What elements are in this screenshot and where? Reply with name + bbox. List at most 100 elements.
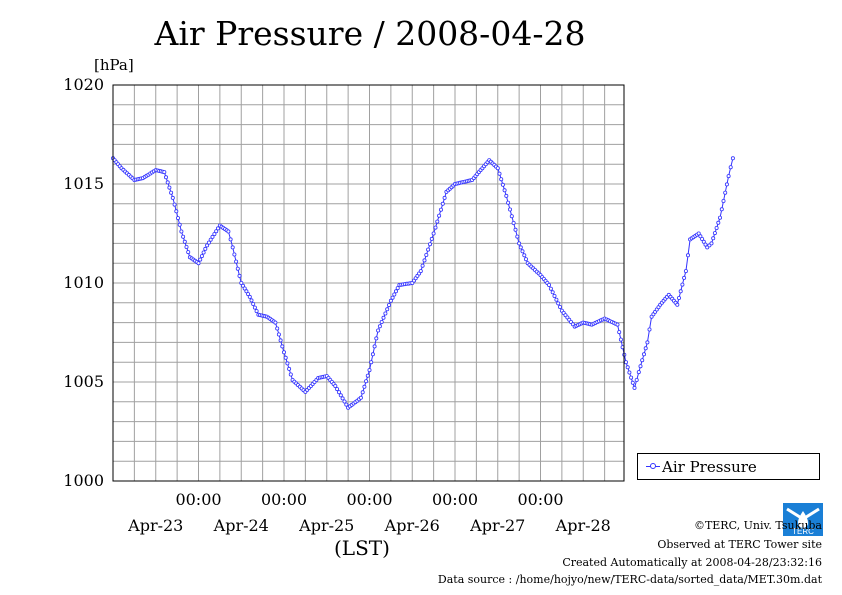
data-point xyxy=(507,207,512,212)
data-point xyxy=(723,190,728,195)
data-point xyxy=(500,182,505,187)
data-point xyxy=(249,298,254,303)
data-point xyxy=(376,328,381,333)
data-point xyxy=(210,234,215,239)
data-point xyxy=(208,237,213,242)
data-point xyxy=(234,259,239,264)
data-point xyxy=(506,200,511,205)
y-tick-label: 1020 xyxy=(63,75,104,94)
data-point xyxy=(252,305,257,310)
data-point xyxy=(696,231,701,236)
x-time-label: 00:00 xyxy=(346,490,393,509)
data-point xyxy=(167,185,172,190)
data-point xyxy=(719,207,724,212)
series-points-air-pressure xyxy=(111,156,735,410)
data-point xyxy=(342,399,347,404)
data-point xyxy=(615,322,620,327)
data-point xyxy=(495,166,500,171)
data-point xyxy=(714,225,719,230)
data-point xyxy=(730,156,735,161)
terc-logo-icon: TERC xyxy=(783,503,823,536)
legend-marker-swatch xyxy=(650,463,656,469)
data-point xyxy=(721,198,726,203)
data-point xyxy=(175,216,180,221)
data-point xyxy=(276,332,281,337)
data-point xyxy=(244,289,249,294)
data-point xyxy=(358,395,363,400)
data-point xyxy=(518,245,523,250)
data-point xyxy=(437,213,442,218)
data-point xyxy=(251,301,256,306)
data-point xyxy=(632,385,637,390)
data-point xyxy=(288,372,293,377)
data-point xyxy=(172,202,177,207)
data-point xyxy=(374,336,379,341)
data-point xyxy=(627,370,632,375)
data-point xyxy=(440,201,445,206)
data-point xyxy=(199,254,204,259)
data-point xyxy=(232,252,237,257)
y-tick-label: 1000 xyxy=(63,471,104,490)
x-date-label: Apr-23 xyxy=(128,516,184,535)
data-point xyxy=(377,324,382,329)
x-time-label: 00:00 xyxy=(260,490,308,509)
data-point xyxy=(682,275,687,280)
data-point xyxy=(383,311,388,316)
data-point xyxy=(170,195,175,200)
chart-title: Air Pressure / 2008-04-28 xyxy=(154,14,586,53)
data-point xyxy=(703,242,708,247)
data-point xyxy=(181,234,186,239)
data-point xyxy=(165,180,170,185)
data-point xyxy=(552,293,557,298)
data-point xyxy=(230,245,235,250)
data-point xyxy=(442,195,447,200)
data-point xyxy=(372,344,377,349)
data-point xyxy=(369,360,374,365)
data-point xyxy=(365,373,370,378)
data-point xyxy=(281,350,286,355)
grid-lines xyxy=(113,85,624,481)
data-point xyxy=(677,295,682,300)
data-point xyxy=(285,361,290,366)
data-point xyxy=(362,384,367,389)
data-point xyxy=(499,177,504,182)
data-point xyxy=(340,396,345,401)
data-point xyxy=(634,377,639,382)
legend: Air Pressure xyxy=(637,453,820,480)
data-point xyxy=(338,393,343,398)
data-point xyxy=(701,239,706,244)
data-point xyxy=(636,370,641,375)
data-point xyxy=(683,269,688,274)
data-point xyxy=(712,231,717,236)
data-point xyxy=(205,243,210,248)
data-point xyxy=(617,330,622,335)
data-point xyxy=(237,273,242,278)
footer-source: Data source : /home/hojyo/new/TERC-data/… xyxy=(437,573,822,586)
data-point xyxy=(214,229,219,234)
y-axis-unit: [hPa] xyxy=(94,56,134,74)
data-point xyxy=(184,244,189,249)
data-point xyxy=(235,266,240,271)
data-point xyxy=(550,290,555,295)
data-point xyxy=(177,222,182,227)
data-point xyxy=(547,282,552,287)
data-point xyxy=(511,220,516,225)
data-point xyxy=(367,368,372,373)
data-point xyxy=(629,375,634,380)
data-point xyxy=(497,171,502,176)
data-point xyxy=(273,320,278,325)
data-point xyxy=(278,338,283,343)
y-tick-label: 1005 xyxy=(63,372,104,391)
data-point xyxy=(522,253,527,258)
data-point xyxy=(426,247,431,252)
data-point xyxy=(335,387,340,392)
data-point xyxy=(162,170,167,175)
data-point xyxy=(240,283,245,288)
data-point xyxy=(242,286,247,291)
data-point xyxy=(643,346,648,351)
data-point xyxy=(700,236,705,241)
data-point xyxy=(182,239,187,244)
data-point xyxy=(246,292,251,297)
data-point xyxy=(336,390,341,395)
